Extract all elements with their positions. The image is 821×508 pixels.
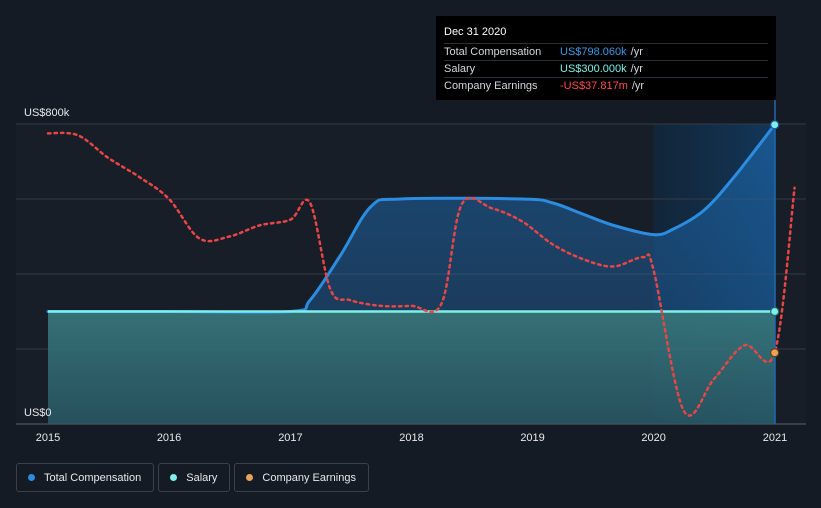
- legend-item-total-compensation[interactable]: Total Compensation: [16, 463, 155, 492]
- company-earnings-line: [46, 131, 796, 417]
- y-tick-label: US$0: [24, 407, 52, 419]
- legend-label: Company Earnings: [262, 471, 356, 484]
- salary-point: [770, 306, 780, 317]
- tooltip-row-company-earnings: Company Earnings -US$37.817m /yr: [444, 77, 768, 94]
- tooltip-label: Company Earnings: [444, 80, 538, 92]
- legend-label: Total Compensation: [44, 471, 142, 484]
- company-earnings-point: [770, 348, 780, 358]
- tooltip-value: US$798.060k: [560, 46, 627, 58]
- x-tick-label: 2019: [520, 432, 544, 444]
- tooltip-unit: /yr: [631, 80, 645, 92]
- tooltip-row-total-compensation: Total Compensation US$798.060k /yr: [444, 43, 768, 60]
- legend-item-salary[interactable]: Salary: [158, 463, 231, 492]
- tooltip-value: US$300.000k: [560, 63, 627, 75]
- x-tick-label: 2020: [641, 432, 665, 444]
- x-tick-label: 2015: [36, 432, 60, 444]
- tooltip-unit: /yr: [630, 63, 643, 75]
- y-tick-label: US$800k: [24, 107, 70, 119]
- tooltip-date: Dec 31 2020: [444, 26, 507, 38]
- legend-item-company-earnings[interactable]: Company Earnings: [234, 463, 369, 492]
- total-compensation-point: [770, 120, 780, 130]
- legend-dot-icon: [170, 474, 178, 481]
- tooltip-value: -US$37.817m: [560, 80, 628, 92]
- salary-area: [48, 311, 775, 424]
- x-tick-label: 2016: [157, 432, 181, 444]
- legend-label: Salary: [186, 471, 218, 484]
- x-tick-label: 2021: [763, 432, 787, 444]
- legend-dot-icon: [246, 474, 254, 481]
- tooltip-label: Total Compensation: [444, 46, 542, 58]
- chart-tooltip: Dec 31 2020 Total Compensation US$798.06…: [436, 16, 776, 100]
- tooltip-unit: /yr: [630, 46, 643, 58]
- legend-dot-icon: [28, 474, 35, 481]
- x-tick-label: 2018: [399, 432, 423, 444]
- x-tick-label: 2017: [278, 432, 302, 444]
- chart-legend: Total Compensation Salary Company Earnin…: [16, 463, 369, 492]
- tooltip-label: Salary: [444, 63, 476, 75]
- tooltip-row-salary: Salary US$300.000k /yr: [444, 60, 768, 77]
